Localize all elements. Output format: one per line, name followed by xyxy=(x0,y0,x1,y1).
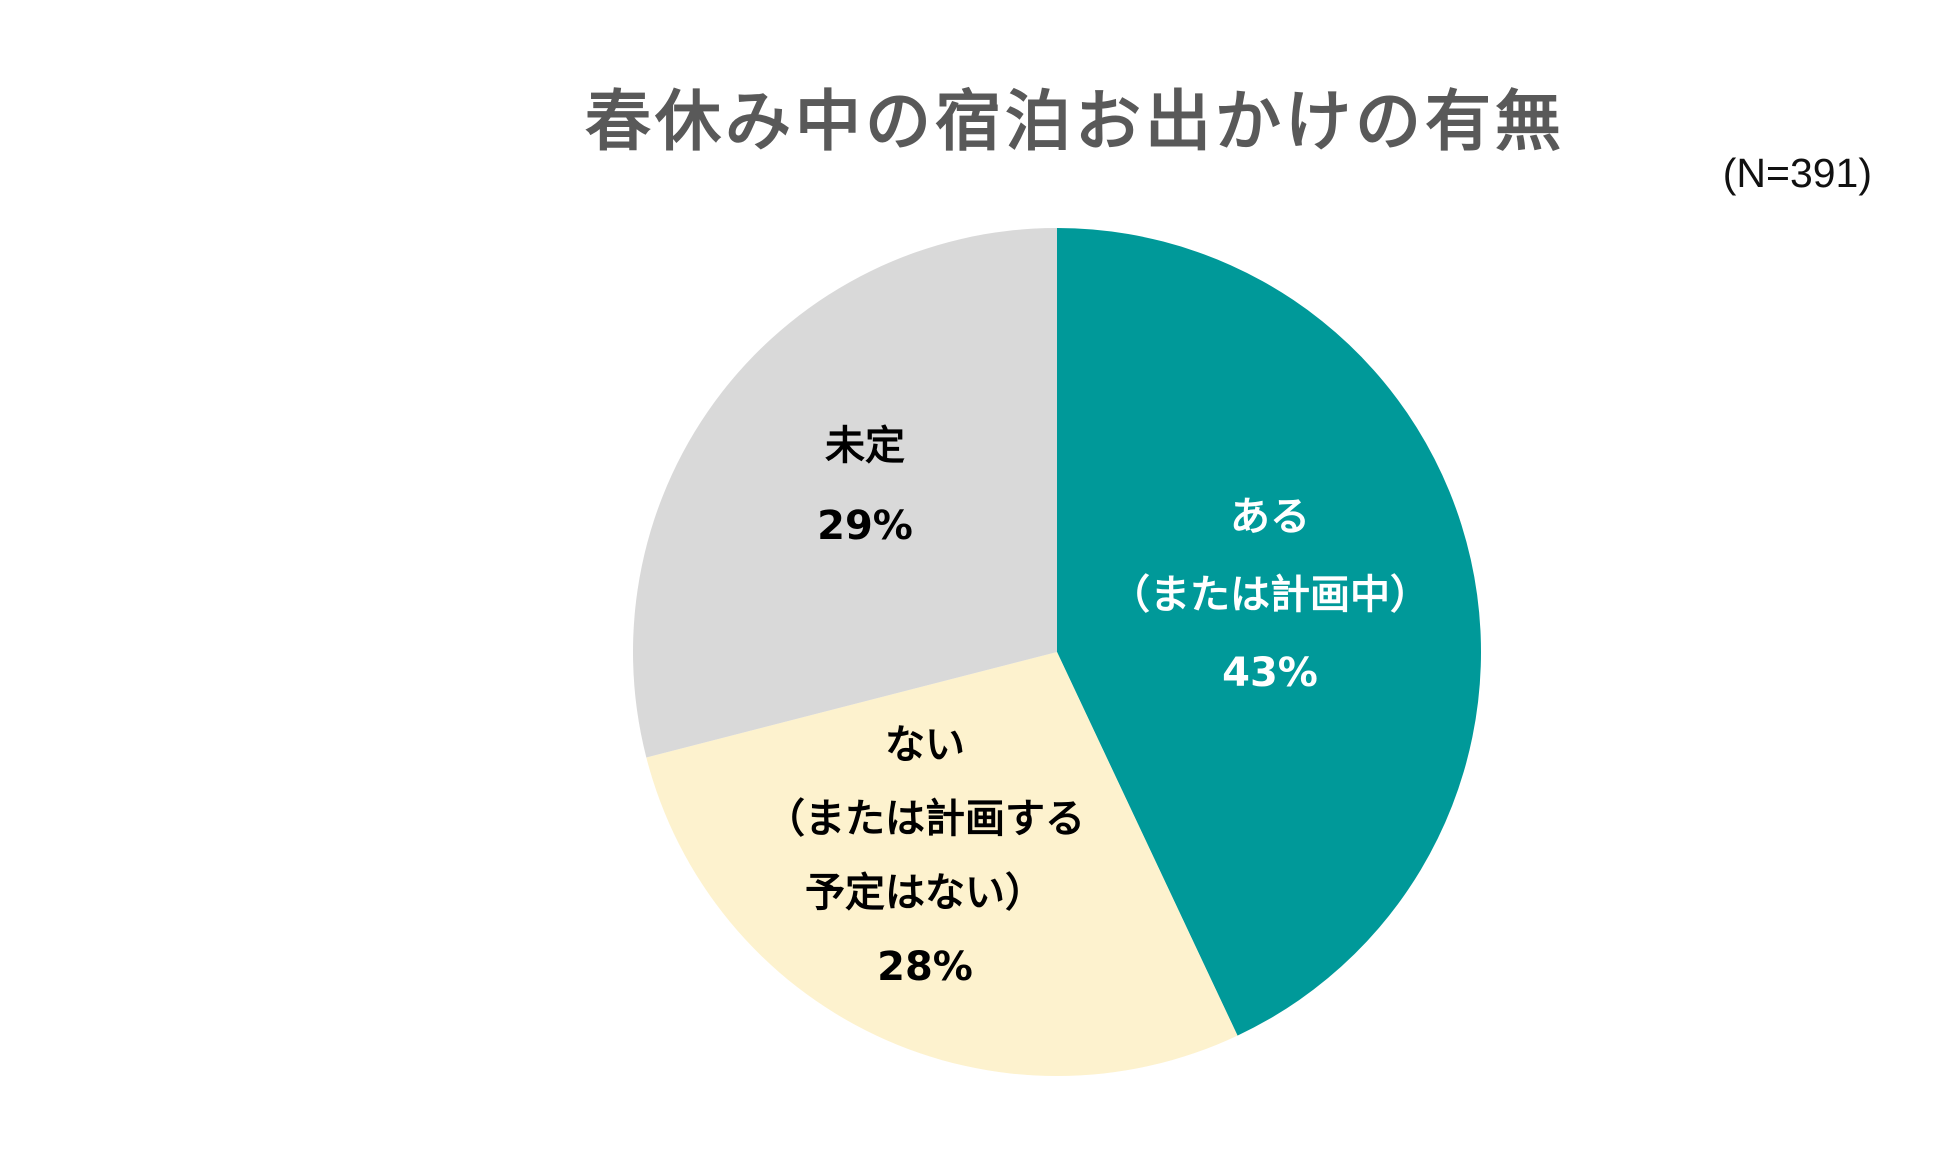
slice-value-label: 29% xyxy=(817,503,913,549)
chart-title: 春休み中の宿泊お出かけの有無 xyxy=(585,83,1565,160)
pie-slices xyxy=(632,228,1481,1076)
slice-category-label: 未定 xyxy=(825,423,905,469)
slice-label-1: ある （または計画中） 43% xyxy=(1110,494,1430,696)
slice-label-3: 未定 29% xyxy=(817,423,913,549)
slice-category-label: 予定はない） xyxy=(805,870,1045,916)
slice-category-label: ある xyxy=(1230,494,1310,540)
sample-size-label: (N=391) xyxy=(1722,150,1872,196)
slice-value-label: 28% xyxy=(877,944,973,990)
slice-category-label: （または計画中） xyxy=(1110,572,1430,618)
slice-category-label: ない xyxy=(885,722,965,768)
pie-slice-2 xyxy=(646,652,1238,1076)
slice-category-label: （または計画する xyxy=(765,796,1085,842)
pie-slice-1 xyxy=(1057,228,1481,1036)
slice-label-2: ない （または計画する予定はない） 28% xyxy=(765,722,1085,990)
slice-value-label: 43% xyxy=(1222,650,1318,696)
pie-labels: ある （または計画中） 43% ない （または計画する予定はない） 28% 未定 29% xyxy=(765,423,1430,990)
pie-slice-3 xyxy=(632,228,1057,758)
